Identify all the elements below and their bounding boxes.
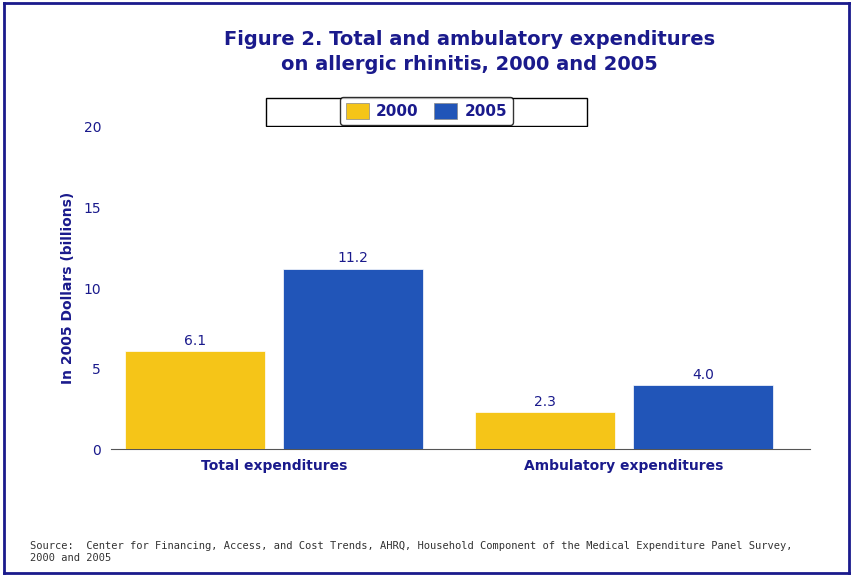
Text: Source:  Center for Financing, Access, and Cost Trends, AHRQ, Household Componen: Source: Center for Financing, Access, an… (30, 541, 792, 563)
Text: 4.0: 4.0 (691, 367, 713, 381)
Bar (632, 385, 772, 449)
Text: 11.2: 11.2 (337, 251, 368, 266)
Bar (474, 412, 613, 449)
Legend: 2000, 2005: 2000, 2005 (339, 97, 513, 125)
Bar (124, 351, 264, 449)
Bar (283, 268, 423, 449)
Y-axis label: In 2005 Dollars (billions): In 2005 Dollars (billions) (61, 192, 75, 384)
Text: 6.1: 6.1 (183, 334, 205, 348)
Text: Figure 2. Total and ambulatory expenditures
on allergic rhinitis, 2000 and 2005: Figure 2. Total and ambulatory expenditu… (223, 30, 714, 74)
Text: 2.3: 2.3 (533, 395, 555, 409)
FancyBboxPatch shape (266, 97, 586, 126)
